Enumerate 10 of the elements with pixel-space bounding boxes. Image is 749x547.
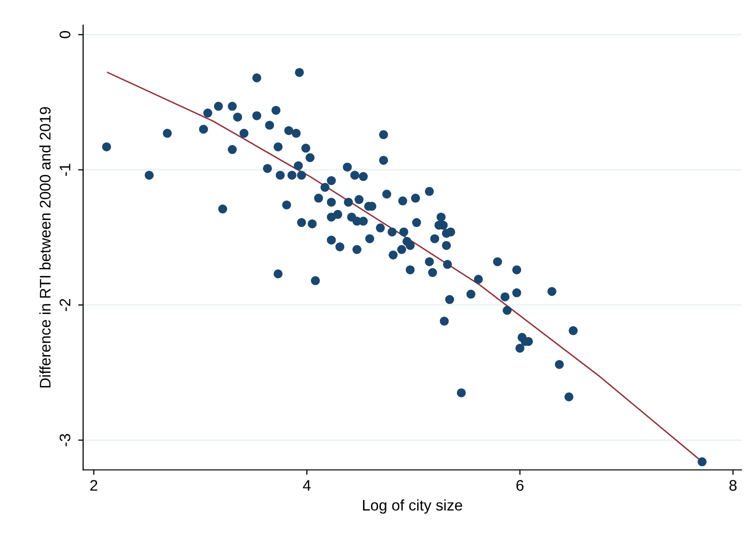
y-tick-label: -1 <box>60 164 70 176</box>
x-tick-label: 4 <box>302 480 311 491</box>
x-tick-label: 6 <box>516 480 524 491</box>
y-tick-label: -3 <box>60 434 70 446</box>
x-tick-label: 2 <box>90 480 98 491</box>
x-tick-label: 8 <box>729 480 737 491</box>
x-axis-title: Log of city size <box>363 499 462 514</box>
y-axis-title: Difference in RTI between 2000 and 2019 <box>39 107 51 388</box>
y-tick-label: 0 <box>60 30 70 38</box>
y-tick-label: -2 <box>60 298 70 312</box>
